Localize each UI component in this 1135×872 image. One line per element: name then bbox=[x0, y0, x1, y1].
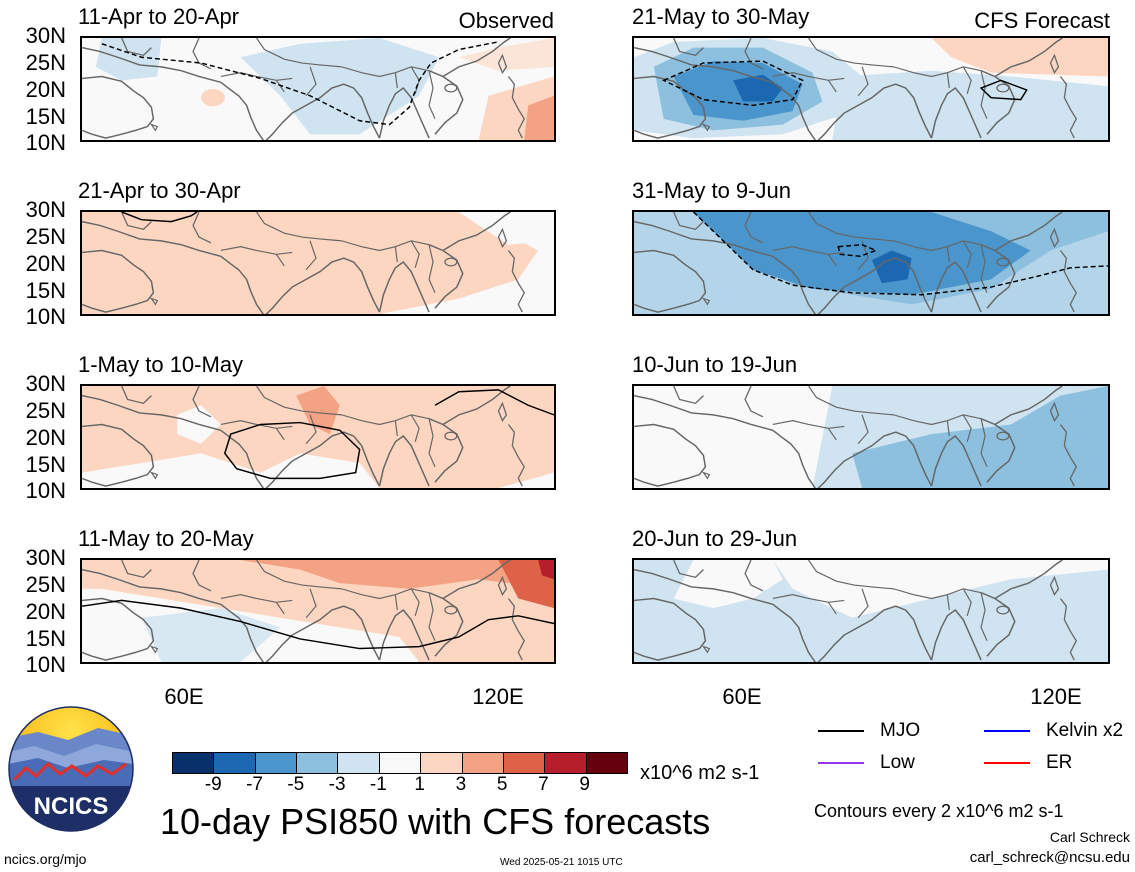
colorbar-swatch bbox=[378, 753, 421, 773]
colorbar-tick-label: -5 bbox=[287, 774, 305, 795]
panel-tag: Observed bbox=[458, 8, 554, 33]
lat-label: 10N bbox=[25, 478, 66, 503]
map-panel-observed-1 bbox=[80, 36, 556, 142]
lat-label: 30N bbox=[25, 371, 66, 396]
author-email: carl_schreck@ncsu.edu bbox=[969, 849, 1130, 866]
map-panel-observed-3 bbox=[80, 384, 556, 490]
site-url[interactable]: ncics.org/mjo bbox=[4, 851, 87, 867]
timestamp: Wed 2025-05-21 1015 UTC bbox=[500, 857, 623, 868]
lat-label: 25N bbox=[25, 398, 66, 423]
colorbar-tick-label: -9 bbox=[204, 774, 222, 795]
lat-label: 15N bbox=[25, 452, 66, 477]
panel-title: 1-May to 10-May bbox=[78, 352, 244, 377]
colorbar-swatch bbox=[461, 753, 503, 773]
legend-er-line bbox=[984, 762, 1030, 764]
colorbar-swatch bbox=[254, 753, 297, 773]
lat-label: 20N bbox=[25, 251, 66, 276]
colorbar-swatch bbox=[213, 753, 255, 773]
colorbar-tick-label: -3 bbox=[328, 774, 346, 795]
colorbar-tick-label: 5 bbox=[496, 774, 508, 795]
lat-label: 30N bbox=[25, 23, 66, 48]
legend-er-label: ER bbox=[1046, 752, 1073, 773]
legend-kelvin-line bbox=[984, 730, 1030, 732]
contour-note: Contours every 2 x10^6 m2 s-1 bbox=[814, 801, 1064, 821]
colorbar-units: x10^6 m2 s-1 bbox=[640, 762, 760, 784]
legend-low-label: Low bbox=[880, 752, 915, 773]
colorbar-tick-label: 3 bbox=[455, 774, 467, 795]
author: Carl Schreck bbox=[1049, 829, 1130, 845]
lat-label: 25N bbox=[25, 572, 66, 597]
lat-label: 30N bbox=[25, 197, 66, 222]
colorbar-tick-label: -1 bbox=[369, 774, 387, 795]
lat-label: 10N bbox=[25, 304, 66, 329]
lat-label: 25N bbox=[25, 224, 66, 249]
colorbar-swatch bbox=[296, 753, 338, 773]
legend-kelvin-label: Kelvin x2 bbox=[1046, 720, 1124, 741]
legend-low-line bbox=[818, 762, 864, 764]
panel-tag: CFS Forecast bbox=[974, 8, 1110, 33]
logo-text: NCICS bbox=[34, 793, 109, 820]
map-panel-forecast-3 bbox=[632, 384, 1110, 490]
ncics-logo: NCICS bbox=[8, 706, 134, 832]
panel-title: 21-Apr to 30-Apr bbox=[78, 178, 241, 203]
figure-title: 10-day PSI850 with CFS forecasts bbox=[160, 801, 711, 842]
panel-title: 20-Jun to 29-Jun bbox=[632, 526, 798, 551]
colorbar bbox=[172, 752, 628, 774]
colorbar-swatch bbox=[420, 753, 462, 773]
panel-title: 10-Jun to 19-Jun bbox=[632, 352, 798, 377]
panel-title: 11-May to 20-May bbox=[78, 526, 254, 551]
lat-label: 15N bbox=[25, 278, 66, 303]
lat-label: 30N bbox=[25, 545, 66, 570]
colorbar-swatch bbox=[173, 753, 214, 773]
lat-label: 15N bbox=[25, 626, 66, 651]
lat-label: 10N bbox=[25, 652, 66, 677]
lon-label: 120E bbox=[1030, 684, 1082, 709]
lon-label: 120E bbox=[472, 684, 524, 709]
lat-label: 25N bbox=[25, 50, 66, 75]
lon-label: 60E bbox=[722, 684, 762, 709]
panel-title: 11-Apr to 20-Apr bbox=[78, 4, 240, 29]
lat-label: 20N bbox=[25, 425, 66, 450]
colorbar-tick-label: 7 bbox=[538, 774, 549, 795]
colorbar-tick-label: 1 bbox=[414, 774, 425, 795]
map-panel-forecast-2 bbox=[632, 210, 1110, 316]
lon-label: 60E bbox=[164, 684, 204, 709]
panel-title: 31-May to 9-Jun bbox=[632, 178, 791, 203]
map-panel-observed-4 bbox=[80, 558, 556, 664]
colorbar-swatch bbox=[544, 753, 586, 773]
lat-label: 20N bbox=[25, 599, 66, 624]
legend-mjo-label: MJO bbox=[880, 720, 921, 741]
map-panel-forecast-1 bbox=[632, 36, 1110, 142]
map-panel-observed-2 bbox=[80, 210, 556, 316]
lat-label: 15N bbox=[25, 104, 66, 129]
map-panel-forecast-4 bbox=[632, 558, 1110, 664]
legend-mjo-line bbox=[818, 730, 864, 732]
colorbar-swatch bbox=[585, 753, 627, 773]
colorbar-swatch bbox=[337, 753, 379, 773]
colorbar-tick-label: -7 bbox=[246, 774, 263, 795]
panel-title: 21-May to 30-May bbox=[632, 4, 810, 29]
colorbar-tick-label: 9 bbox=[579, 774, 590, 795]
colorbar-swatch bbox=[502, 753, 545, 773]
lat-label: 10N bbox=[25, 130, 66, 155]
lat-label: 20N bbox=[25, 77, 66, 102]
